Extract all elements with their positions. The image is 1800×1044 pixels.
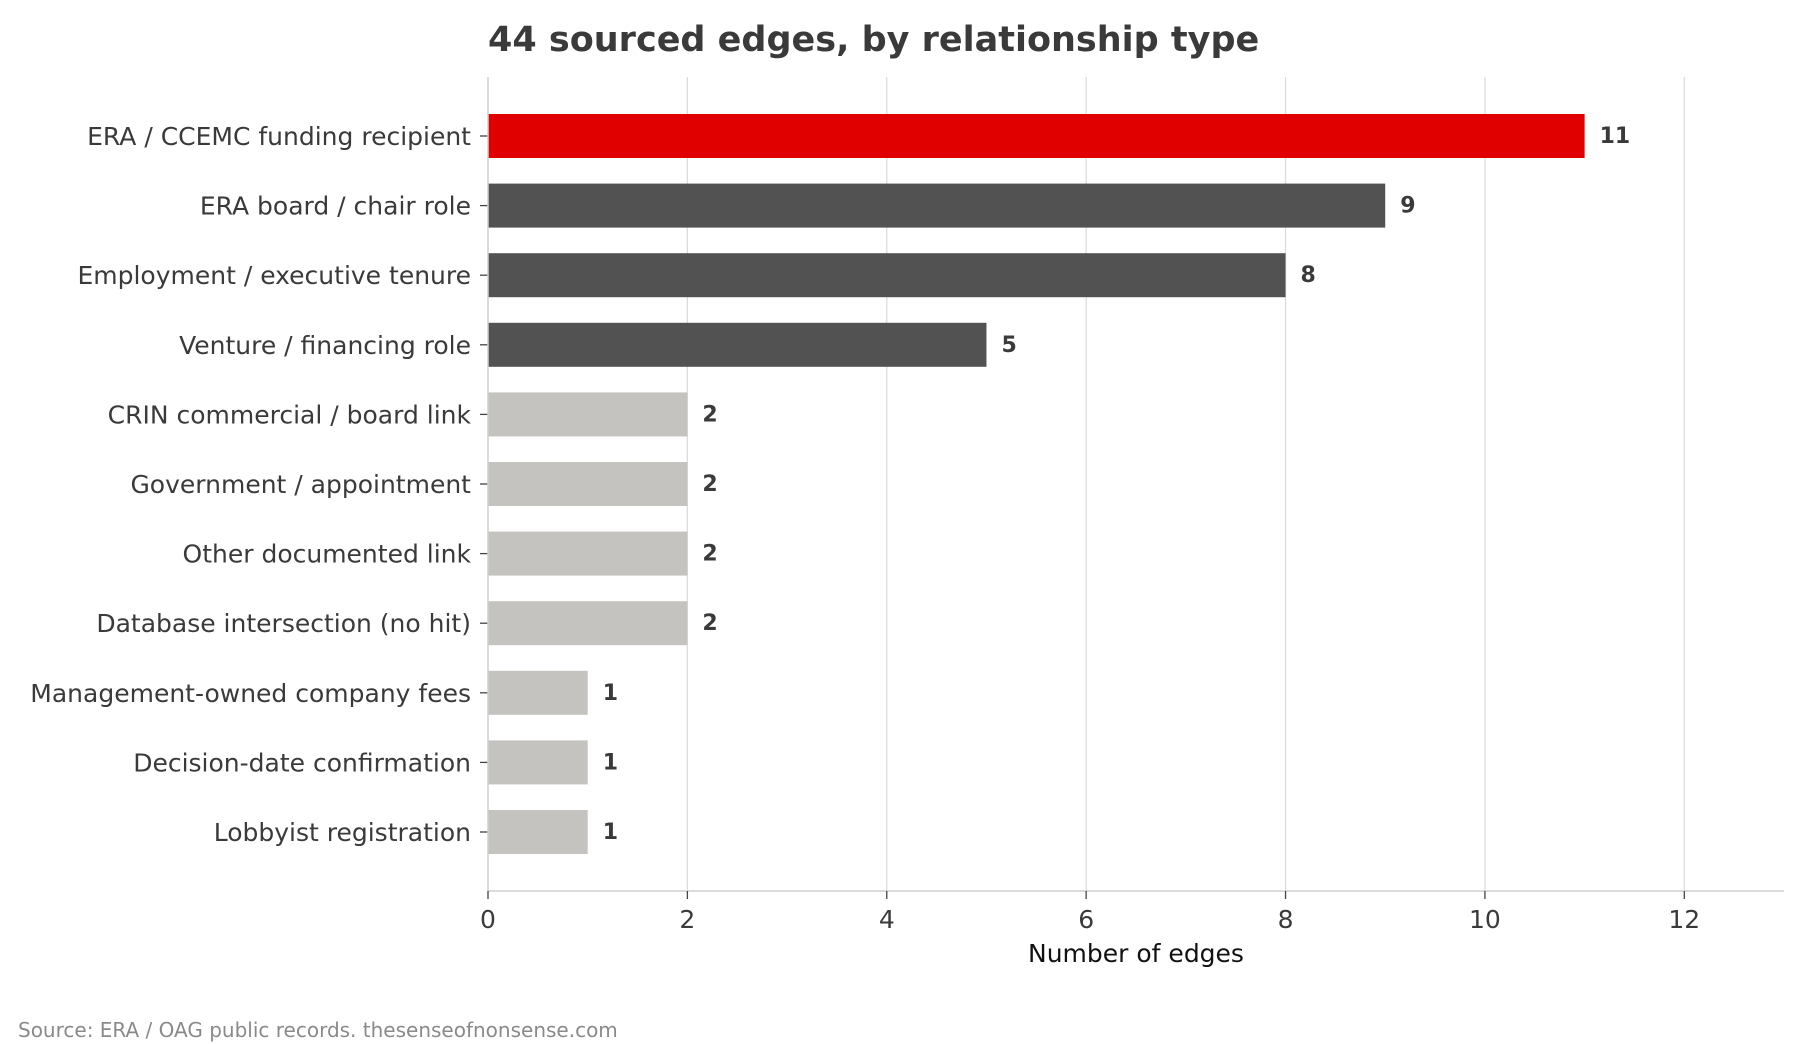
bar [488, 740, 588, 785]
bar [488, 531, 688, 576]
x-tick-label: 0 [480, 905, 496, 934]
data-label: 1 [603, 820, 618, 845]
x-tick-label: 4 [879, 905, 895, 934]
category-label: Lobbyist registration [214, 818, 471, 847]
bar [488, 462, 688, 506]
bar [488, 322, 987, 367]
chart-title: 44 sourced edges, by relationship type [488, 20, 1259, 60]
bar [488, 810, 588, 854]
bar [488, 392, 688, 437]
data-label: 2 [702, 472, 717, 497]
x-tick-label: 6 [1078, 905, 1094, 934]
data-label: 2 [702, 542, 717, 567]
x-tick-label: 10 [1469, 905, 1501, 934]
data-label: 1 [603, 750, 618, 775]
bar [488, 253, 1286, 298]
category-label: Decision-date confirmation [133, 748, 471, 777]
bar [488, 114, 1585, 158]
data-label: 11 [1600, 124, 1631, 149]
bar [488, 601, 688, 646]
x-axis-title: Number of edges [1028, 939, 1244, 968]
bar [488, 670, 588, 715]
bar [488, 183, 1386, 228]
category-label: ERA / CCEMC funding recipient [87, 122, 471, 151]
category-label: Management-owned company fees [30, 679, 471, 708]
data-label: 1 [603, 681, 618, 706]
category-label: Employment / executive tenure [77, 261, 471, 290]
x-axis: ERA / CCEMC funding recipient ERA board /… [30, 77, 1784, 934]
x-tick-label: 12 [1668, 905, 1700, 934]
data-label: 2 [702, 402, 717, 427]
data-label: 9 [1400, 194, 1415, 219]
category-label: Database intersection (no hit) [96, 609, 471, 638]
data-label: 5 [1001, 333, 1016, 358]
x-tick-label: 2 [679, 905, 695, 934]
source-note: Source: ERA / OAG public records. thesen… [18, 1018, 618, 1042]
category-label: CRIN commercial / board link [108, 400, 472, 429]
category-label: ERA board / chair role [200, 192, 471, 221]
category-label: Venture / financing role [179, 331, 471, 360]
data-label: 8 [1301, 263, 1316, 288]
x-tick-label: 8 [1278, 905, 1294, 934]
category-label: Other documented link [183, 540, 472, 569]
data-label: 2 [702, 611, 717, 636]
category-label: Government / appointment [130, 470, 471, 499]
